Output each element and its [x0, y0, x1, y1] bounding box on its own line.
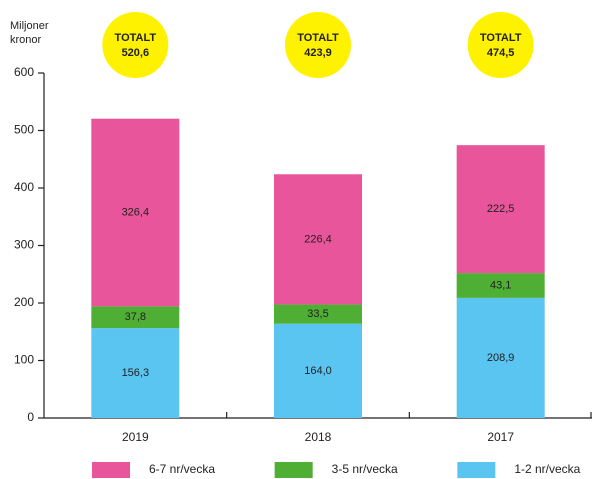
data-label: 226,4 — [304, 233, 332, 245]
legend-label: 6-7 nr/vecka — [149, 462, 215, 476]
bar-segment — [456, 297, 545, 418]
bar-segment — [274, 323, 362, 418]
legend-label: 1-2 nr/vecka — [514, 462, 580, 476]
legend-swatch — [457, 462, 496, 478]
x-tick-label: 2018 — [305, 430, 332, 444]
bar-segment — [456, 273, 545, 298]
bar-segment — [91, 328, 180, 418]
data-label: 222,5 — [487, 203, 515, 215]
total-label: TOTALT — [297, 32, 339, 44]
x-tick-label: 2017 — [487, 430, 514, 444]
total-badge — [102, 12, 169, 78]
data-label: 326,4 — [122, 206, 150, 218]
legend-swatch — [92, 462, 130, 478]
y-tick-label: 100 — [14, 353, 34, 367]
bar-segment — [91, 118, 180, 307]
bar-segment — [91, 306, 180, 329]
bar-segment — [274, 304, 362, 324]
bar-segment — [274, 174, 362, 305]
y-axis-label: Miljoner kronor — [10, 20, 49, 46]
data-label: 33,5 — [307, 308, 328, 320]
total-label: TOTALT — [115, 32, 157, 44]
data-label: 156,3 — [122, 367, 150, 379]
total-value: 474,5 — [487, 47, 515, 59]
y-tick-label: 400 — [14, 180, 34, 194]
y-tick-label: 500 — [14, 123, 34, 137]
data-label: 208,9 — [487, 352, 515, 364]
y-tick-label: 0 — [27, 410, 34, 424]
legend-swatch — [274, 462, 313, 478]
y-tick-label: 600 — [14, 65, 34, 79]
bar-segment — [456, 145, 545, 274]
data-label: 37,8 — [125, 311, 146, 323]
data-label: 43,1 — [490, 279, 511, 291]
y-tick-label: 300 — [14, 238, 34, 252]
total-value: 520,6 — [122, 47, 150, 59]
total-badge — [285, 12, 351, 78]
x-tick-label: 2019 — [122, 430, 149, 444]
legend-label: 3-5 nr/vecka — [332, 462, 398, 476]
y-tick-label: 200 — [14, 295, 34, 309]
total-badge — [467, 12, 534, 78]
total-label: TOTALT — [480, 32, 522, 44]
total-value: 423,9 — [304, 47, 332, 59]
data-label: 164,0 — [304, 365, 332, 377]
